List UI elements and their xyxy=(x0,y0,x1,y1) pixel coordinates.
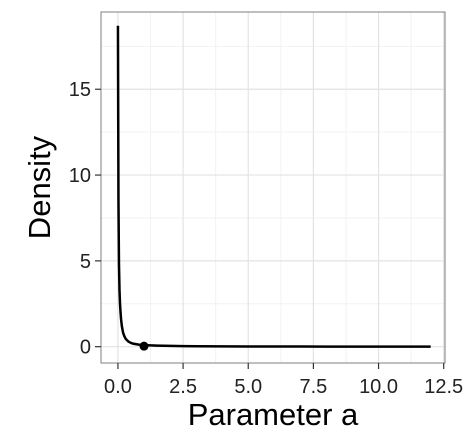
x-tick-label: 5.0 xyxy=(234,376,262,398)
y-tick-label: 10 xyxy=(69,165,91,187)
x-axis-title: Parameter a xyxy=(188,397,359,432)
data-point xyxy=(139,341,149,351)
grid-minor xyxy=(101,12,445,363)
y-tick-label: 15 xyxy=(69,79,91,101)
x-tick-label: 2.5 xyxy=(169,376,197,398)
density-curve xyxy=(116,25,431,348)
y-tick-label: 5 xyxy=(80,251,91,273)
x-tick-label: 10.0 xyxy=(359,376,398,398)
x-tick-label: 12.5 xyxy=(424,376,463,398)
y-tick-label: 0 xyxy=(80,337,91,359)
points-layer xyxy=(139,341,149,351)
grid-major xyxy=(101,12,445,363)
x-tick-label: 0.0 xyxy=(104,376,132,398)
x-axis: 0.0 2.5 5.0 7.5 10.0 12.5 xyxy=(104,363,463,398)
plot-panel-border xyxy=(100,11,446,364)
plot-panel xyxy=(101,12,445,363)
x-tick-label: 7.5 xyxy=(299,376,327,398)
y-axis-title: Density xyxy=(22,135,57,239)
y-axis: 0 5 10 15 xyxy=(69,79,101,359)
